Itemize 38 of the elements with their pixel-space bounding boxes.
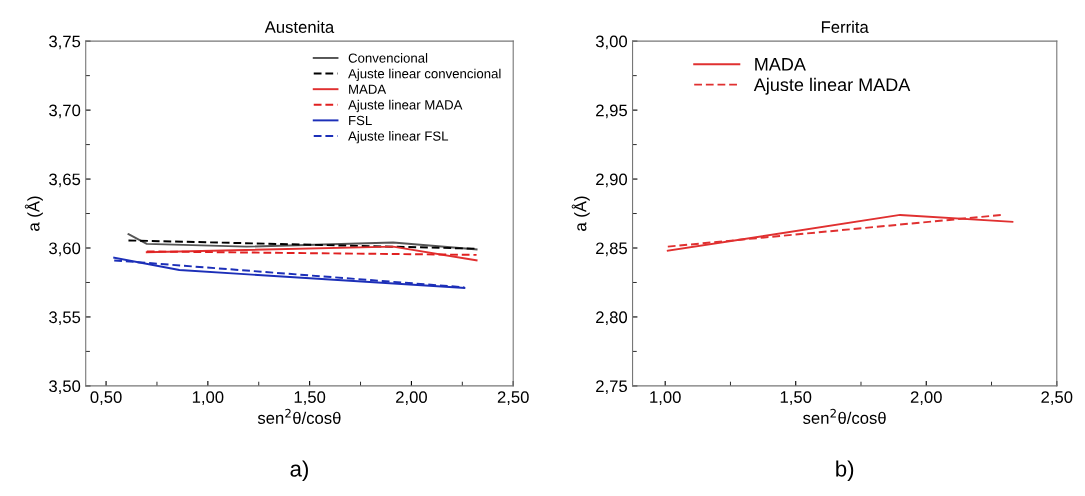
x-tick-label: 2,50	[1041, 391, 1073, 405]
chart-title: Ferrita	[821, 20, 869, 33]
y-tick-label: 3,55	[49, 311, 81, 326]
x-tick-label: 2,00	[396, 391, 427, 405]
y-tick-label: 3,60	[49, 242, 81, 257]
legend-label: MADA	[755, 58, 806, 71]
y-tick-label: 2,80	[596, 311, 628, 326]
y-tick-label: 3,70	[49, 104, 81, 119]
text: b)	[836, 460, 854, 482]
legend-label: Convencional	[348, 53, 428, 63]
y-tick-label: 2,75	[596, 380, 627, 395]
text: a)	[290, 460, 308, 482]
y-tick-label: 3,50	[49, 380, 81, 395]
x-tick-label: 1,50	[780, 391, 812, 405]
x-axis-title: sen$^{2}$θ/cosθ	[803, 408, 886, 424]
x-tick-label: 1,00	[650, 391, 681, 405]
legend-label: FSL	[349, 115, 372, 126]
y-axis-title: a (Å)	[571, 196, 590, 231]
legend-label: Ajuste linear MADA	[348, 99, 463, 113]
x-axis-title: sen$^{2}$θ/cosθ	[257, 408, 341, 424]
line-series	[127, 233, 478, 251]
x-tick-label: 0,50	[90, 391, 122, 405]
x-tick-label: 1,50	[294, 391, 326, 405]
legend-label: Ajuste linear MADA	[753, 77, 911, 95]
legend-label: Ajuste linear FSL	[348, 131, 449, 144]
x-tick-label: 2,00	[910, 391, 942, 405]
y-tick-label: 2,90	[596, 173, 628, 188]
y-tick-label: 3,65	[49, 173, 81, 188]
y-tick-label: 2,95	[596, 104, 627, 119]
chart-title: Austenita	[264, 20, 335, 33]
legend-label: Ajuste linear convencional	[348, 68, 501, 81]
legend-label: MADA	[349, 84, 387, 94]
y-tick-label: 2,85	[596, 242, 627, 257]
y-tick-label: 3,75	[49, 35, 81, 50]
x-tick-label: 1,00	[192, 391, 224, 405]
y-axis-title: a (Å)	[24, 196, 43, 231]
x-tick-label: 2,50	[497, 391, 529, 405]
y-tick-label: 3,00	[595, 35, 628, 50]
